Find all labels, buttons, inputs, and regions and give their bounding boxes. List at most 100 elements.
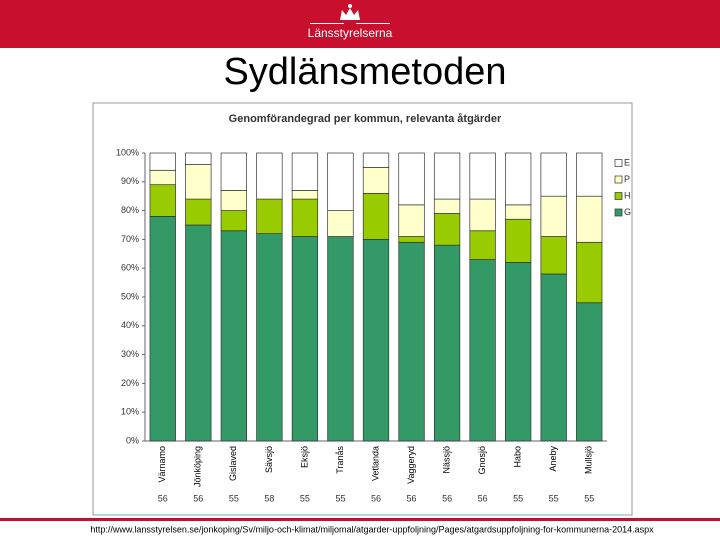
y-tick-label: 0% (126, 435, 139, 445)
count-label: 55 (513, 493, 523, 503)
count-label: 55 (335, 493, 345, 503)
bar-segment (469, 230, 496, 260)
x-tick-label: Vaggeryd (406, 446, 416, 484)
bar-segment (362, 239, 390, 442)
count-label: 56 (478, 493, 488, 503)
bar-segment (291, 198, 319, 237)
y-tick-label: 40% (121, 320, 139, 330)
bar-segment (505, 262, 532, 442)
count-label: 56 (407, 493, 417, 503)
bar-segment (433, 198, 461, 214)
bar-segment (576, 302, 603, 442)
legend-swatch (614, 208, 623, 217)
chart-title: Genomförandegrad per kommun, relevanta å… (229, 113, 502, 125)
bar-segment (256, 233, 283, 442)
x-tick-label: Värnamo (157, 446, 167, 483)
bar-segment (433, 152, 461, 200)
bar-segment (469, 152, 496, 200)
bar-segment (398, 204, 425, 237)
bar-segment (540, 152, 567, 197)
legend-label: G (624, 207, 631, 217)
bar-segment (149, 216, 176, 442)
bar-segment (362, 167, 390, 194)
bar-segment (327, 210, 354, 237)
bar-segment (291, 190, 319, 200)
bar-segment (469, 259, 496, 442)
bar-segment (185, 152, 212, 165)
bar-segment (220, 152, 247, 191)
bar-segment (540, 273, 567, 442)
bar-segment (540, 195, 567, 237)
bar-segment (149, 169, 176, 186)
count-label: 55 (300, 493, 310, 503)
bar-segment (220, 230, 247, 442)
x-tick-label: Gnosjö (477, 446, 487, 475)
bar-segment (291, 152, 319, 191)
bar-segment (220, 190, 247, 211)
bar-segment (327, 236, 354, 442)
y-tick-label: 90% (121, 176, 139, 186)
bar-segment (398, 152, 425, 206)
bar-segment (256, 152, 283, 200)
logo-text: Länsstyrelserna (308, 26, 393, 40)
bar-segment (433, 244, 461, 442)
bar-segment (505, 152, 532, 206)
x-tick-label: Gislaved (228, 446, 238, 481)
bar-segment (362, 152, 390, 168)
count-label: 56 (371, 493, 381, 503)
y-tick-label: 100% (116, 147, 139, 157)
x-tick-label: Vetlanda (370, 446, 380, 481)
x-tick-label: Eksjö (299, 446, 309, 468)
legend-label: H (624, 190, 631, 200)
y-tick-label: 10% (121, 407, 139, 417)
legend-label: E (624, 157, 630, 167)
y-tick-label: 70% (121, 234, 139, 244)
y-tick-label: 20% (121, 378, 139, 388)
legend-swatch (614, 159, 623, 167)
bar-segment (149, 152, 176, 171)
footer-bar (0, 518, 720, 521)
y-tick-label: 30% (121, 349, 139, 359)
bar-segment (469, 198, 496, 232)
bar-segment (149, 184, 176, 217)
x-tick-label: Jönköping (193, 446, 203, 487)
crown-logo (310, 4, 390, 24)
bar-segment (185, 164, 212, 200)
x-tick-label: Mullsjö (584, 446, 594, 474)
bar-segment (185, 224, 212, 442)
bar-segment (433, 213, 461, 246)
bar-segment (362, 192, 390, 240)
x-tick-label: Aneby (548, 446, 558, 472)
chart: 0% 10% 20% 30% 40% 50% 60% 70% 80% 90% 100% Värnamo… (116, 147, 631, 503)
slide-title: Sydlänsmetoden (223, 51, 506, 93)
bar-segment (220, 210, 247, 232)
bar-segment (505, 204, 532, 220)
bar-segment (576, 152, 603, 197)
legend-swatch (614, 175, 623, 184)
bar-segment (185, 198, 212, 226)
bar-segment (327, 152, 354, 211)
bar-segment (398, 241, 425, 442)
x-tick-label: Tranås (335, 446, 345, 474)
legend-swatch (614, 192, 623, 200)
count-label: 55 (584, 493, 594, 503)
bar-segment (398, 236, 425, 243)
count-label: 58 (264, 493, 274, 503)
count-label: 55 (229, 493, 239, 503)
count-label: 56 (158, 493, 168, 503)
bar-segment (505, 218, 532, 263)
count-label: 56 (442, 493, 452, 503)
x-tick-label: Sävsjö (264, 446, 274, 473)
bar-segment (291, 236, 319, 442)
x-tick-label: Nässjö (441, 446, 451, 474)
bar-segment (256, 198, 283, 234)
footer-url: http://www.lansstyrelsen.se/jonkoping/Sv… (90, 524, 654, 534)
x-tick-label: Habo (513, 446, 523, 468)
bar-segment (576, 241, 603, 304)
y-tick-label: 80% (121, 205, 139, 215)
y-tick-label: 50% (121, 291, 139, 301)
count-label: 55 (549, 493, 559, 503)
count-label: 56 (193, 493, 203, 503)
